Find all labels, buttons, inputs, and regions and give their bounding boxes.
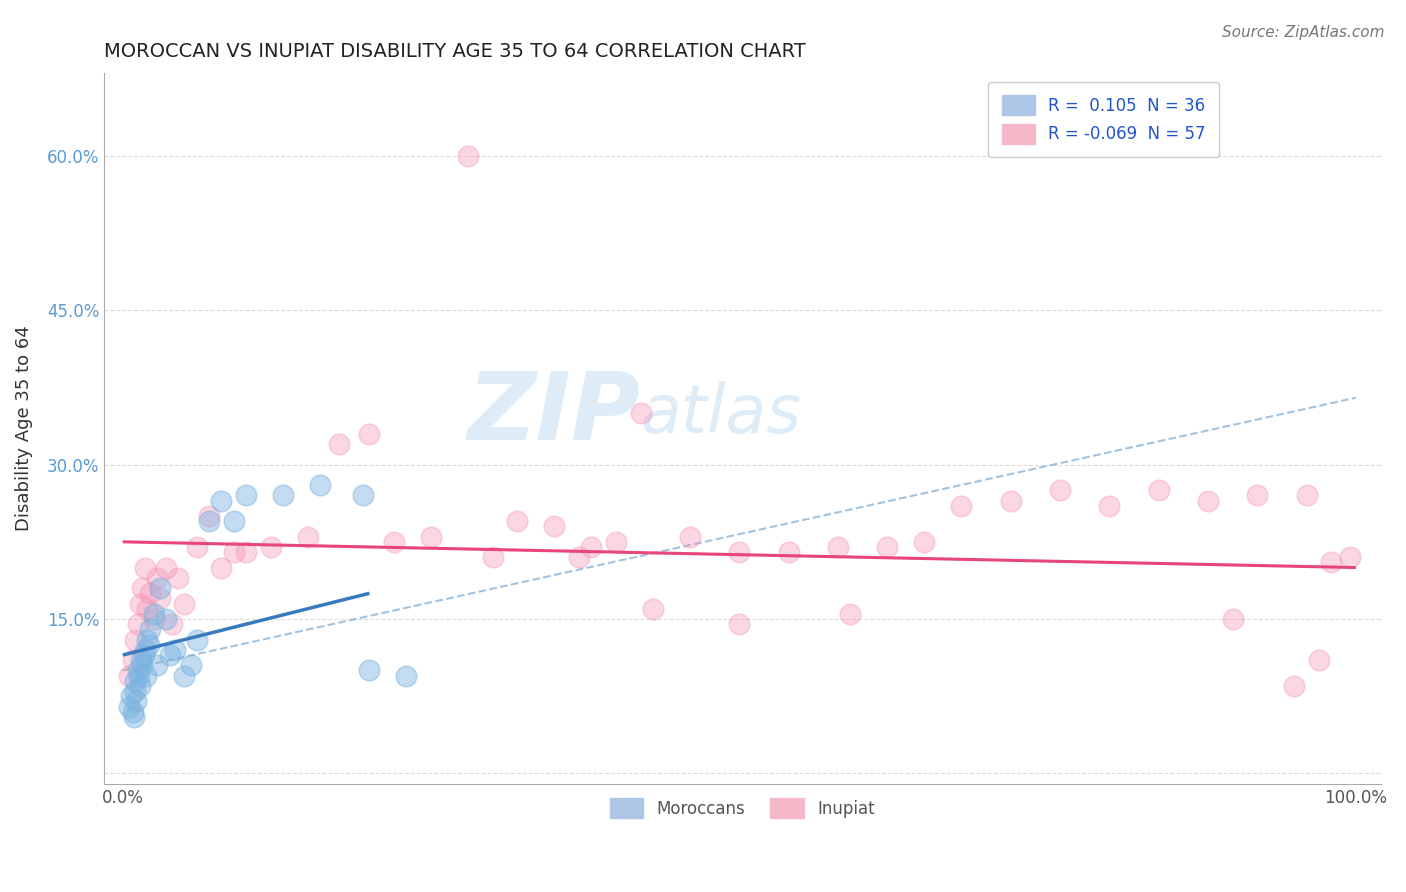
Point [235,545,257,559]
Point [1339,550,1361,565]
Point [568,550,591,565]
Point [136,632,159,647]
Point [1049,483,1071,498]
Point [235,488,257,502]
Point [1308,653,1330,667]
Point [876,540,898,554]
Point [1222,612,1244,626]
Point [297,530,319,544]
Point [124,684,146,698]
Point [420,530,443,544]
Point [827,540,849,554]
Point [120,690,142,704]
Point [395,668,418,682]
Point [128,668,150,682]
Point [129,653,152,667]
Point [641,601,664,615]
Point [118,699,141,714]
Point [581,540,603,554]
Point [160,617,183,632]
Point [118,668,141,682]
Point [1246,488,1268,502]
Point [328,437,350,451]
Point [139,623,162,637]
Point [912,534,935,549]
Point [167,571,190,585]
Point [359,664,381,678]
Point [1147,483,1170,498]
Point [506,514,529,528]
Point [131,658,153,673]
Point [131,581,153,595]
Point [122,710,145,724]
Point [134,643,156,657]
Point [778,545,800,559]
Point [481,550,503,565]
Point [1284,679,1306,693]
Point [149,591,172,606]
Point [146,571,169,585]
Point [134,560,156,574]
Point [138,638,160,652]
Point [186,540,208,554]
Point [1295,488,1317,502]
Point [198,514,221,528]
Text: atlas: atlas [640,382,801,448]
Point [209,560,232,574]
Point [149,581,172,595]
Point [146,658,169,673]
Point [839,607,862,621]
Point [124,632,146,647]
Point [135,668,157,682]
Point [173,668,195,682]
Point [209,493,232,508]
Y-axis label: Disability Age 35 to 64: Disability Age 35 to 64 [15,326,32,532]
Point [173,597,195,611]
Point [1320,556,1343,570]
Point [222,545,245,559]
Point [186,632,208,647]
Point [129,679,152,693]
Point [950,499,973,513]
Point [125,694,148,708]
Text: ZIP: ZIP [467,368,640,460]
Text: MOROCCAN VS INUPIAT DISABILITY AGE 35 TO 64 CORRELATION CHART: MOROCCAN VS INUPIAT DISABILITY AGE 35 TO… [104,42,806,61]
Point [124,673,146,688]
Point [630,406,652,420]
Point [198,509,221,524]
Point [382,534,405,549]
Point [359,426,381,441]
Point [728,617,751,632]
Point [260,540,283,554]
Text: Source: ZipAtlas.com: Source: ZipAtlas.com [1222,25,1385,40]
Point [155,560,177,574]
Point [1098,499,1121,513]
Legend: Moroccans, Inupiat: Moroccans, Inupiat [603,791,882,825]
Point [163,643,186,657]
Point [180,658,202,673]
Point [142,607,165,621]
Point [129,597,152,611]
Point [543,519,565,533]
Point [121,653,143,667]
Point [142,612,165,626]
Point [222,514,245,528]
Point [155,612,177,626]
Point [139,586,162,600]
Point [1000,493,1022,508]
Point [127,664,149,678]
Point [605,534,627,549]
Point [679,530,702,544]
Point [136,601,159,615]
Point [121,705,143,719]
Point [1197,493,1219,508]
Point [309,478,332,492]
Point [132,648,155,662]
Point [352,488,374,502]
Point [457,149,479,163]
Point [271,488,294,502]
Point [127,617,149,632]
Point [728,545,751,559]
Point [159,648,181,662]
